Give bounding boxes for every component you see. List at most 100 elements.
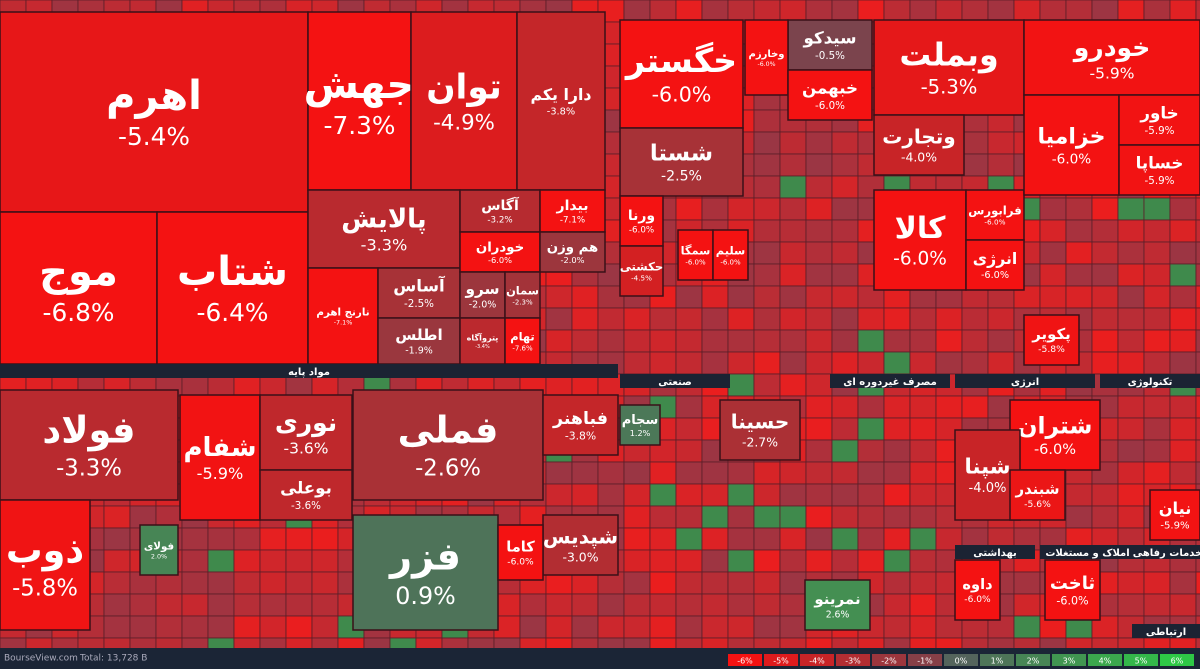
- filler-tile: [857, 417, 885, 441]
- filler-tile: [779, 131, 807, 155]
- sector-header-bar: [620, 374, 730, 388]
- legend-swatch: [1088, 654, 1122, 666]
- sector-header: صنعتی: [658, 377, 692, 388]
- filler-tile: [623, 505, 651, 529]
- filler-tile: [727, 593, 755, 617]
- filler-tile: [961, 307, 989, 331]
- filler-tile: [831, 505, 859, 529]
- filler-tile: [649, 593, 677, 617]
- filler-tile: [805, 417, 833, 441]
- filler-tile: [1117, 0, 1145, 23]
- filler-tile: [805, 153, 833, 177]
- legend-swatch: [1052, 654, 1086, 666]
- filler-tile: [1117, 329, 1145, 353]
- filler-tile: [571, 483, 599, 507]
- filler-tile: [987, 153, 1015, 177]
- filler-tile: [831, 263, 859, 287]
- filler-tile: [909, 439, 937, 463]
- stock-tile: [504, 271, 541, 319]
- filler-tile: [1195, 307, 1200, 331]
- filler-tile: [1143, 285, 1171, 309]
- filler-tile: [1065, 505, 1093, 529]
- stock-change: -2.5%: [404, 298, 434, 310]
- filler-tile: [1091, 505, 1119, 529]
- filler-tile: [545, 285, 573, 309]
- filler-tile: [701, 197, 729, 221]
- filler-tile: [779, 175, 807, 199]
- stock-tile: [619, 404, 661, 446]
- stock-change: -6.0%: [1056, 595, 1088, 608]
- sector-header: بهداشتی: [973, 548, 1017, 559]
- filler-tile: [727, 483, 755, 507]
- filler-tile: [909, 395, 937, 419]
- stock-change: -6.0%: [815, 100, 845, 112]
- filler-tile: [909, 329, 937, 353]
- stock-tile: [139, 524, 179, 576]
- filler-tile: [1091, 329, 1119, 353]
- stock-name: شپدیس: [543, 525, 618, 550]
- stock-change: 1.2%: [630, 428, 651, 438]
- stock-change: 0.9%: [395, 582, 455, 610]
- filler-tile: [701, 549, 729, 573]
- filler-tile: [1091, 0, 1119, 23]
- legend-swatch: [836, 654, 870, 666]
- filler-tile: [779, 307, 807, 331]
- stock-tile: [873, 189, 967, 291]
- filler-tile: [701, 483, 729, 507]
- stock-name: نمرینو: [813, 590, 860, 608]
- stock-change: -2.6%: [415, 455, 481, 481]
- stock-change: -3.3%: [56, 455, 122, 481]
- filler-tile: [805, 263, 833, 287]
- filler-tile: [233, 593, 261, 617]
- filler-tile: [1143, 263, 1171, 287]
- filler-tile: [1091, 351, 1119, 375]
- filler-tile: [1013, 0, 1041, 23]
- filler-tile: [909, 593, 937, 617]
- filler-tile: [181, 615, 209, 639]
- stock-tile: [1044, 559, 1101, 621]
- filler-tile: [753, 153, 781, 177]
- filler-tile: [727, 307, 755, 331]
- filler-tile: [805, 219, 833, 243]
- stock-change: -0.5%: [815, 50, 845, 62]
- stock-name: فولای: [144, 540, 174, 552]
- filler-tile: [753, 307, 781, 331]
- filler-tile: [311, 549, 339, 573]
- filler-tile: [857, 307, 885, 331]
- filler-tile: [1013, 615, 1041, 639]
- filler-tile: [961, 0, 989, 23]
- stock-change: -5.3%: [921, 76, 978, 99]
- tile-layer: اهرم -5.4% موج -6.8% شتاب -6.4% جهش -7.3% توان -4…: [0, 11, 1200, 631]
- filler-tile: [1039, 285, 1067, 309]
- stock-name: انرژی: [973, 249, 1017, 268]
- filler-tile: [1169, 461, 1197, 485]
- legend-swatch: [1160, 654, 1194, 666]
- filler-tile: [649, 615, 677, 639]
- filler-tile: [779, 593, 807, 617]
- filler-tile: [259, 615, 287, 639]
- stock-change: -6.0%: [984, 218, 1005, 227]
- stock-tile: [619, 195, 664, 247]
- stock-name: توان: [426, 67, 502, 107]
- filler-tile: [181, 527, 209, 551]
- filler-tile: [779, 483, 807, 507]
- legend-swatch: [872, 654, 906, 666]
- filler-tile: [155, 593, 183, 617]
- filler-tile: [597, 593, 625, 617]
- filler-tile: [675, 307, 703, 331]
- legend-swatch: [908, 654, 942, 666]
- stock-tile: [352, 514, 499, 631]
- sector-header: انرژی: [1011, 377, 1039, 388]
- filler-tile: [727, 0, 755, 23]
- filler-tile: [753, 131, 781, 155]
- filler-tile: [857, 527, 885, 551]
- filler-tile: [701, 505, 729, 529]
- filler-tile: [831, 131, 859, 155]
- legend-label: 6%: [1171, 657, 1184, 666]
- filler-tile: [571, 615, 599, 639]
- filler-tile: [883, 395, 911, 419]
- stock-name: خاور: [1139, 103, 1178, 124]
- filler-tile: [155, 615, 183, 639]
- filler-tile: [623, 527, 651, 551]
- filler-tile: [727, 549, 755, 573]
